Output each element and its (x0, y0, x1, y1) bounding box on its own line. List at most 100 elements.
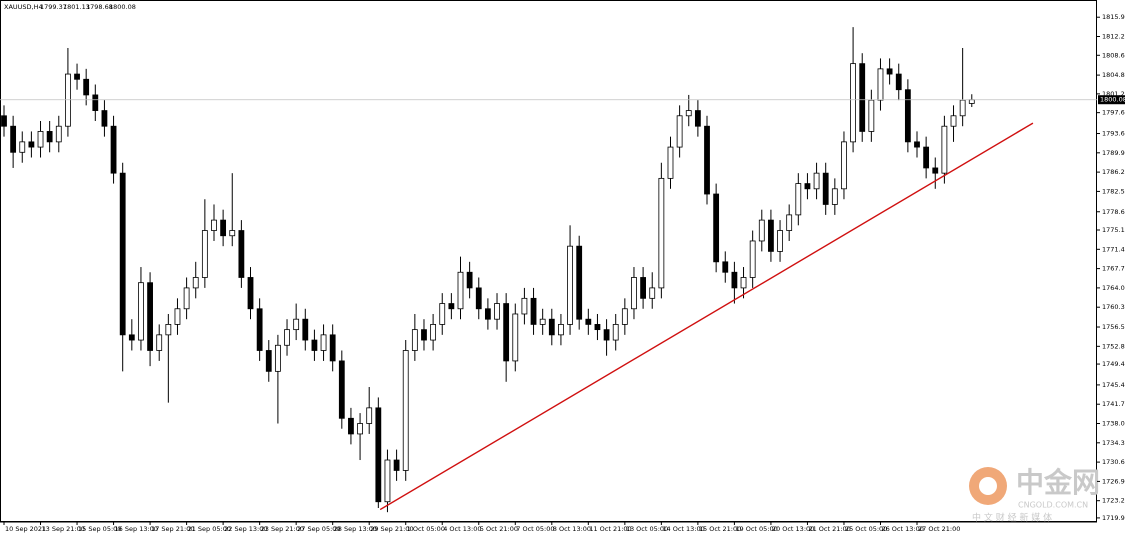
candle-body (923, 146, 930, 169)
y-tick-label: 1797.60 (1102, 109, 1125, 117)
candle-body (284, 329, 290, 346)
candle-body (530, 297, 537, 325)
candle-body (101, 110, 108, 127)
x-tick-label: 21 Oct 21:00 (808, 525, 850, 533)
candle-body (74, 73, 80, 80)
x-tick-label: 10 Sep 2021 (5, 525, 46, 533)
candle-body (402, 350, 409, 471)
x-tick-label: 17 Sep 21:00 (151, 525, 194, 533)
candle-body (667, 146, 674, 179)
candle-body (238, 230, 245, 278)
candle-body (740, 277, 747, 289)
y-tick-label: 1812.20 (1102, 33, 1125, 41)
candle-body (512, 313, 519, 362)
y-tick-label: 1749.40 (1102, 360, 1125, 368)
candle-body (311, 339, 318, 351)
candle-body (183, 287, 190, 310)
candle-body (421, 329, 427, 341)
x-tick-label: 11 Oct 21:00 (589, 525, 631, 533)
y-tick-label: 1723.20 (1102, 497, 1125, 505)
candle-body (959, 99, 966, 117)
x-tick-label: 16 Sep 13:00 (115, 525, 158, 533)
candle-body (558, 324, 564, 336)
candle-body (704, 125, 710, 195)
x-tick-label: 5 Oct 21:00 (480, 525, 518, 533)
x-tick-label: 22 Sep 13:00 (224, 525, 267, 533)
candle-body (914, 141, 920, 148)
candle-body (1, 115, 7, 127)
price-label: 1800.08 (1100, 96, 1125, 104)
watermark-slogan: 中 文 财 经 新 媒 体 (972, 512, 1052, 524)
candle-body (621, 308, 628, 325)
candle-body (475, 287, 482, 310)
y-tick-label: 1789.90 (1102, 149, 1125, 157)
candle-body (138, 282, 144, 341)
candle-body (439, 303, 446, 325)
candle-body (384, 459, 391, 503)
candle-body (430, 324, 437, 341)
ohlc-high: 1801.13 (63, 3, 90, 11)
x-tick-label: 29 Sep 21:00 (370, 525, 413, 533)
candle-body (631, 277, 637, 310)
x-tick-label: 26 Oct 13:00 (881, 525, 923, 533)
candle-body (676, 115, 683, 148)
candle-body (357, 423, 363, 435)
candle-body (448, 303, 455, 310)
y-tick-label: 1756.50 (1102, 323, 1125, 331)
candle-body (393, 459, 400, 471)
candle-body (813, 172, 820, 190)
y-tick-label: 1793.60 (1102, 130, 1125, 138)
candle-body (585, 318, 592, 325)
candle-body (256, 308, 263, 351)
candle-body (941, 125, 948, 174)
candle-body (83, 78, 90, 96)
candle-body (576, 245, 583, 320)
candle-body (594, 324, 601, 331)
y-tick-label: 1719.90 (1102, 514, 1125, 522)
ohlc-low: 1798.68 (86, 3, 113, 11)
x-tick-label: 13 Oct 05:00 (626, 525, 668, 533)
candle-body (567, 245, 573, 325)
candle-body (494, 303, 500, 320)
price-label-box (1098, 95, 1125, 105)
y-tick-label: 1782.50 (1102, 187, 1125, 195)
candle-body (274, 344, 281, 372)
trendline (379, 122, 1034, 511)
candle-body (119, 172, 126, 336)
y-tick-label: 1738.00 (1102, 420, 1125, 428)
candle-body (886, 68, 893, 75)
y-tick-label: 1808.60 (1102, 51, 1125, 59)
candle-body (192, 277, 199, 289)
x-tick-label: 13 Sep 21:00 (42, 525, 85, 533)
candle-body (19, 141, 26, 153)
x-tick-label: 21 Sep 05:00 (188, 525, 231, 533)
x-tick-label: 27 Sep 05:00 (297, 525, 340, 533)
watermark: 中金网 CNGOLD.COM.CN 中 文 财 经 新 媒 体 (969, 466, 1100, 524)
watermark-name: 中金网 (1016, 466, 1100, 499)
candle-body (65, 73, 71, 127)
candle-body (211, 219, 217, 231)
candle-body (850, 63, 856, 143)
candle-body (147, 282, 153, 351)
y-tick-label: 1745.40 (1102, 381, 1125, 389)
candle-body (348, 417, 354, 435)
symbol: XAUUSD,H4 (4, 3, 43, 11)
candle-body (777, 230, 783, 252)
candle-body (786, 214, 793, 231)
candle-body (548, 318, 555, 336)
candle-body (603, 329, 610, 341)
candle-body (156, 334, 163, 351)
y-tick-label: 1815.90 (1102, 13, 1125, 21)
candle-body (503, 303, 510, 362)
candle-body (265, 350, 272, 372)
candle-body (92, 94, 99, 111)
candle-body (658, 177, 665, 289)
candle-body (932, 167, 939, 174)
x-tick-label: 27 Oct 21:00 (918, 525, 960, 533)
y-tick-label: 1764.00 (1102, 284, 1125, 292)
candle-body (895, 73, 902, 91)
ohlc-open: 1799.37 (40, 3, 67, 11)
candle-body (804, 183, 811, 190)
